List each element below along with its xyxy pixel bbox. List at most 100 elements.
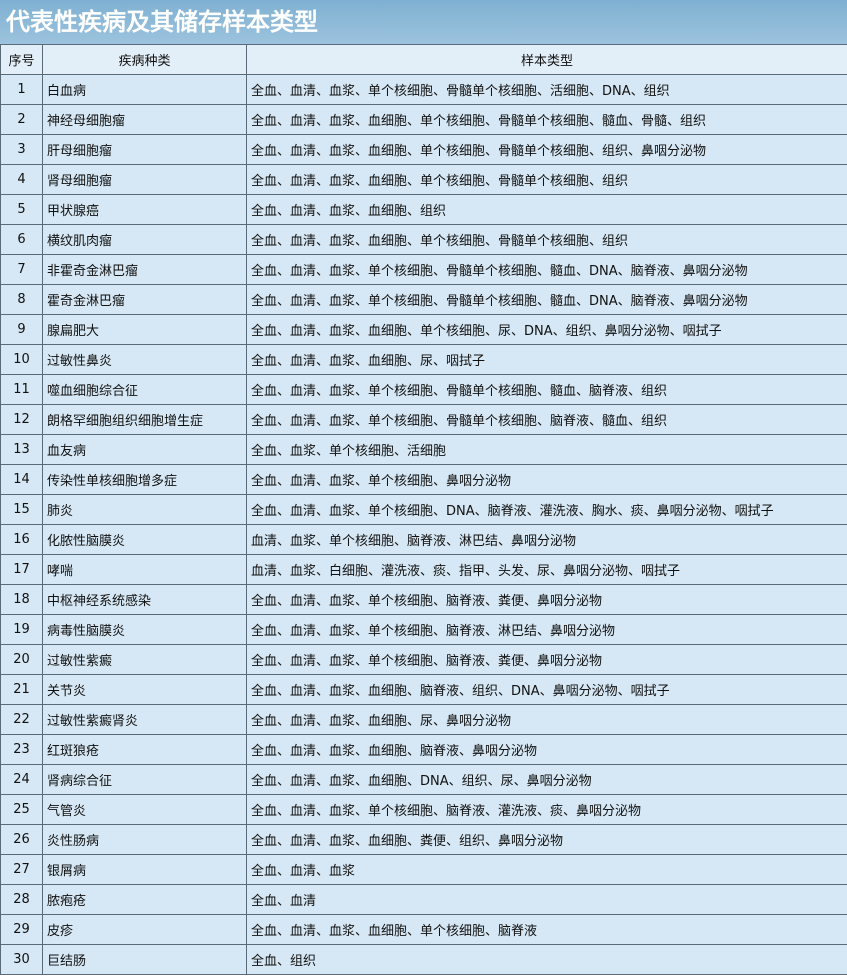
table-row: 8 霍奇金淋巴瘤 全血、血清、血浆、单个核细胞、骨髓单个核细胞、髓血、DNA、脑脊液… (0, 284, 847, 315)
disease-name: 病毒性脑膜炎 (42, 614, 247, 645)
disease-name: 横纹肌肉瘤 (42, 224, 247, 255)
table-row: 20 过敏性紫癜 全血、血清、血浆、单个核细胞、脑脊液、粪便、鼻咽分泌物 (0, 644, 847, 675)
sample-types: 血清、血浆、白细胞、灌洗液、痰、指甲、头发、尿、鼻咽分泌物、咽拭子 (246, 554, 847, 585)
row-number: 21 (0, 674, 43, 705)
table-row: 4 肾母细胞瘤 全血、血清、血浆、血细胞、单个核细胞、骨髓单个核细胞、组织 (0, 164, 847, 195)
sample-types: 全血、血清、血浆、血细胞、尿、咽拭子 (246, 344, 847, 375)
disease-name: 炎性肠病 (42, 824, 247, 855)
row-number: 22 (0, 704, 43, 735)
row-number: 8 (0, 284, 43, 315)
disease-name: 神经母细胞瘤 (42, 104, 247, 135)
row-number: 12 (0, 404, 43, 435)
disease-name: 噬血细胞综合征 (42, 374, 247, 405)
disease-name: 中枢神经系统感染 (42, 584, 247, 615)
table-row: 21 关节炎 全血、血清、血浆、血细胞、脑脊液、组织、DNA、鼻咽分泌物、咽拭子 (0, 674, 847, 705)
row-number: 20 (0, 644, 43, 675)
table-row: 17 哮喘 血清、血浆、白细胞、灌洗液、痰、指甲、头发、尿、鼻咽分泌物、咽拭子 (0, 554, 847, 585)
sample-types: 全血、血清、血浆、血细胞、单个核细胞、尿、DNA、组织、鼻咽分泌物、咽拭子 (246, 314, 847, 345)
disease-name: 传染性单核细胞增多症 (42, 464, 247, 495)
sample-types: 全血、血清、血浆、单个核细胞、骨髓单个核细胞、脑脊液、髓血、组织 (246, 404, 847, 435)
row-number: 3 (0, 134, 43, 165)
row-number: 7 (0, 254, 43, 285)
sample-types: 全血、血清、血浆、血细胞、单个核细胞、脑脊液 (246, 914, 847, 945)
row-number: 4 (0, 164, 43, 195)
table-row: 26 炎性肠病 全血、血清、血浆、血细胞、粪便、组织、鼻咽分泌物 (0, 824, 847, 855)
row-number: 10 (0, 344, 43, 375)
disease-name: 肝母细胞瘤 (42, 134, 247, 165)
disease-name: 甲状腺癌 (42, 194, 247, 225)
disease-name: 肾母细胞瘤 (42, 164, 247, 195)
table-row: 28 脓疱疮 全血、血清 (0, 884, 847, 915)
table-row: 27 银屑病 全血、血清、血浆 (0, 854, 847, 885)
disease-name: 过敏性紫癜肾炎 (42, 704, 247, 735)
table-row: 12 朗格罕细胞组织细胞增生症 全血、血清、血浆、单个核细胞、骨髓单个核细胞、脑脊液… (0, 404, 847, 435)
sample-types: 全血、血清、血浆、单个核细胞、骨髓单个核细胞、髓血、DNA、脑脊液、鼻咽分泌物 (246, 254, 847, 285)
column-header: 序号 (0, 44, 43, 75)
sample-types: 全血、血清、血浆、单个核细胞、脑脊液、淋巴结、鼻咽分泌物 (246, 614, 847, 645)
sample-types: 全血、血清、血浆、血细胞、尿、鼻咽分泌物 (246, 704, 847, 735)
table-row: 18 中枢神经系统感染 全血、血清、血浆、单个核细胞、脑脊液、粪便、鼻咽分泌物 (0, 584, 847, 615)
sample-types: 全血、血清、血浆、血细胞、单个核细胞、骨髓单个核细胞、组织 (246, 164, 847, 195)
sample-types: 全血、血清、血浆、单个核细胞、脑脊液、灌洗液、痰、鼻咽分泌物 (246, 794, 847, 825)
row-number: 9 (0, 314, 43, 345)
table-row: 16 化脓性脑膜炎 血清、血浆、单个核细胞、脑脊液、淋巴结、鼻咽分泌物 (0, 524, 847, 555)
disease-name: 血友病 (42, 434, 247, 465)
table-row: 23 红斑狼疮 全血、血清、血浆、血细胞、脑脊液、鼻咽分泌物 (0, 734, 847, 765)
disease-name: 肾病综合征 (42, 764, 247, 795)
disease-name: 霍奇金淋巴瘤 (42, 284, 247, 315)
disease-name: 皮疹 (42, 914, 247, 945)
table-row: 15 肺炎 全血、血清、血浆、单个核细胞、DNA、脑脊液、灌洗液、胸水、痰、鼻咽分泌… (0, 494, 847, 525)
table-row: 13 血友病 全血、血浆、单个核细胞、活细胞 (0, 434, 847, 465)
sample-types: 全血、血清、血浆 (246, 854, 847, 885)
disease-name: 气管炎 (42, 794, 247, 825)
row-number: 16 (0, 524, 43, 555)
row-number: 19 (0, 614, 43, 645)
sample-types: 全血、血清、血浆、单个核细胞、骨髓单个核细胞、髓血、DNA、脑脊液、鼻咽分泌物 (246, 284, 847, 315)
sample-types: 全血、血清、血浆、单个核细胞、脑脊液、粪便、鼻咽分泌物 (246, 644, 847, 675)
disease-name: 化脓性脑膜炎 (42, 524, 247, 555)
disease-name: 脓疱疮 (42, 884, 247, 915)
disease-name: 朗格罕细胞组织细胞增生症 (42, 404, 247, 435)
row-number: 26 (0, 824, 43, 855)
sample-types: 全血、血清、血浆、血细胞、单个核细胞、骨髓单个核细胞、组织 (246, 224, 847, 255)
row-number: 13 (0, 434, 43, 465)
table-row: 5 甲状腺癌 全血、血清、血浆、血细胞、组织 (0, 194, 847, 225)
table-row: 14 传染性单核细胞增多症 全血、血清、血浆、单个核细胞、鼻咽分泌物 (0, 464, 847, 495)
row-number: 14 (0, 464, 43, 495)
disease-name: 腺扁肥大 (42, 314, 247, 345)
disease-name: 过敏性鼻炎 (42, 344, 247, 375)
sample-types: 全血、血清、血浆、血细胞、粪便、组织、鼻咽分泌物 (246, 824, 847, 855)
sample-types: 全血、血清、血浆、血细胞、脑脊液、鼻咽分泌物 (246, 734, 847, 765)
sample-types: 全血、血清、血浆、单个核细胞、鼻咽分泌物 (246, 464, 847, 495)
sample-types: 全血、血清、血浆、血细胞、组织 (246, 194, 847, 225)
column-header: 疾病种类 (42, 44, 247, 75)
row-number: 18 (0, 584, 43, 615)
sample-types: 全血、血清、血浆、单个核细胞、骨髓单个核细胞、活细胞、DNA、组织 (246, 74, 847, 105)
row-number: 25 (0, 794, 43, 825)
row-number: 11 (0, 374, 43, 405)
row-number: 15 (0, 494, 43, 525)
row-number: 24 (0, 764, 43, 795)
table-row: 3 肝母细胞瘤 全血、血清、血浆、血细胞、单个核细胞、骨髓单个核细胞、组织、鼻咽分泌… (0, 134, 847, 165)
column-header: 样本类型 (246, 44, 847, 75)
sample-types: 全血、血清、血浆、血细胞、DNA、组织、尿、鼻咽分泌物 (246, 764, 847, 795)
sample-types: 全血、血清、血浆、单个核细胞、骨髓单个核细胞、髓血、脑脊液、组织 (246, 374, 847, 405)
row-number: 23 (0, 734, 43, 765)
table-row: 29 皮疹 全血、血清、血浆、血细胞、单个核细胞、脑脊液 (0, 914, 847, 945)
disease-name: 哮喘 (42, 554, 247, 585)
table-row: 10 过敏性鼻炎 全血、血清、血浆、血细胞、尿、咽拭子 (0, 344, 847, 375)
sample-types: 全血、血清、血浆、血细胞、单个核细胞、骨髓单个核细胞、髓血、骨髓、组织 (246, 104, 847, 135)
row-number: 29 (0, 914, 43, 945)
row-number: 5 (0, 194, 43, 225)
table-row: 24 肾病综合征 全血、血清、血浆、血细胞、DNA、组织、尿、鼻咽分泌物 (0, 764, 847, 795)
sample-types: 全血、血清 (246, 884, 847, 915)
title: 代表性疾病及其储存样本类型 (0, 0, 847, 44)
sample-types: 血清、血浆、单个核细胞、脑脊液、淋巴结、鼻咽分泌物 (246, 524, 847, 555)
sample-types: 全血、血清、血浆、单个核细胞、DNA、脑脊液、灌洗液、胸水、痰、鼻咽分泌物、咽拭… (246, 494, 847, 525)
sample-types: 全血、血浆、单个核细胞、活细胞 (246, 434, 847, 465)
disease-name: 关节炎 (42, 674, 247, 705)
row-number: 17 (0, 554, 43, 585)
table-row: 9 腺扁肥大 全血、血清、血浆、血细胞、单个核细胞、尿、DNA、组织、鼻咽分泌物、咽… (0, 314, 847, 345)
disease-name: 过敏性紫癜 (42, 644, 247, 675)
table-row: 25 气管炎 全血、血清、血浆、单个核细胞、脑脊液、灌洗液、痰、鼻咽分泌物 (0, 794, 847, 825)
